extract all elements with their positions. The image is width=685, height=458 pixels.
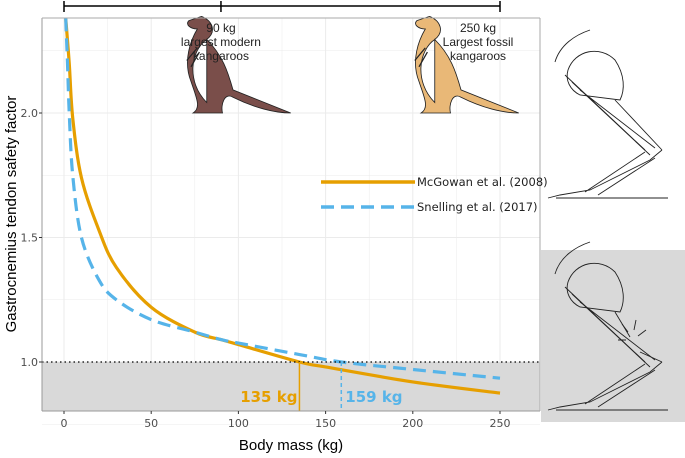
x-tick-label: 250 xyxy=(490,417,511,430)
kangaroo-body xyxy=(415,15,519,114)
y-tick-label: 1.0 xyxy=(21,356,39,369)
x-tick-label: 100 xyxy=(228,417,249,430)
x-tick-label: 0 xyxy=(61,417,68,430)
threshold-label: 159 kg xyxy=(345,388,402,406)
series-line-snelling xyxy=(64,18,501,380)
y-tick-label: 1.5 xyxy=(21,232,39,245)
illustrations xyxy=(186,15,519,114)
ruptured-leg-diagram xyxy=(547,241,668,411)
foot-bones xyxy=(547,361,663,411)
failure-panel-background xyxy=(541,250,685,422)
annotation-text: largest modern xyxy=(181,35,261,49)
annotation-text: Largest fossil xyxy=(443,35,514,49)
shank-bones xyxy=(564,286,656,368)
x-tick-label: 150 xyxy=(315,417,336,430)
legend-label-mcgowan: McGowan et al. (2008) xyxy=(417,175,548,189)
thigh-muscle xyxy=(554,241,624,313)
kangaroo-arms xyxy=(186,47,200,68)
leg-diagrams xyxy=(541,29,685,422)
series-lines: 135 kg 159 kg xyxy=(42,18,540,411)
annotation-text: 250 kg xyxy=(460,21,496,35)
kangaroo-body xyxy=(187,15,291,114)
thigh-muscle xyxy=(554,29,624,101)
threshold-label: 135 kg xyxy=(240,388,297,406)
achilles-tendon xyxy=(614,99,663,151)
modern-kangaroo-illustration xyxy=(186,15,291,114)
foot-bones xyxy=(547,149,663,199)
x-tick-label: 50 xyxy=(144,417,158,430)
fossil-kangaroo-illustration xyxy=(414,15,519,114)
rupture-burst-icon xyxy=(618,319,647,341)
shank-bones xyxy=(564,74,656,156)
annotation-text: kangaroos xyxy=(193,49,249,63)
x-tick-label: 200 xyxy=(402,417,423,430)
annotation-text: 90 kg xyxy=(206,21,235,35)
intact-leg-diagram xyxy=(547,29,668,199)
annotation-text: kangaroos xyxy=(450,49,506,63)
kangaroo-arms xyxy=(414,47,428,68)
legend: McGowan et al. (2008) Snelling et al. (2… xyxy=(321,175,548,214)
axes: 0 50 100 150 200 250 1.0 1.5 2.0 xyxy=(21,17,541,430)
series-line-mcgowan xyxy=(64,18,501,395)
plot-background xyxy=(42,18,540,411)
y-tick-label: 2.0 xyxy=(21,107,39,120)
x-axis-label: Body mass (kg) xyxy=(239,437,343,454)
y-axis-label: Gastrocnemius tendon safety factor xyxy=(3,96,20,333)
legend-label-snelling: Snelling et al. (2017) xyxy=(417,200,538,214)
